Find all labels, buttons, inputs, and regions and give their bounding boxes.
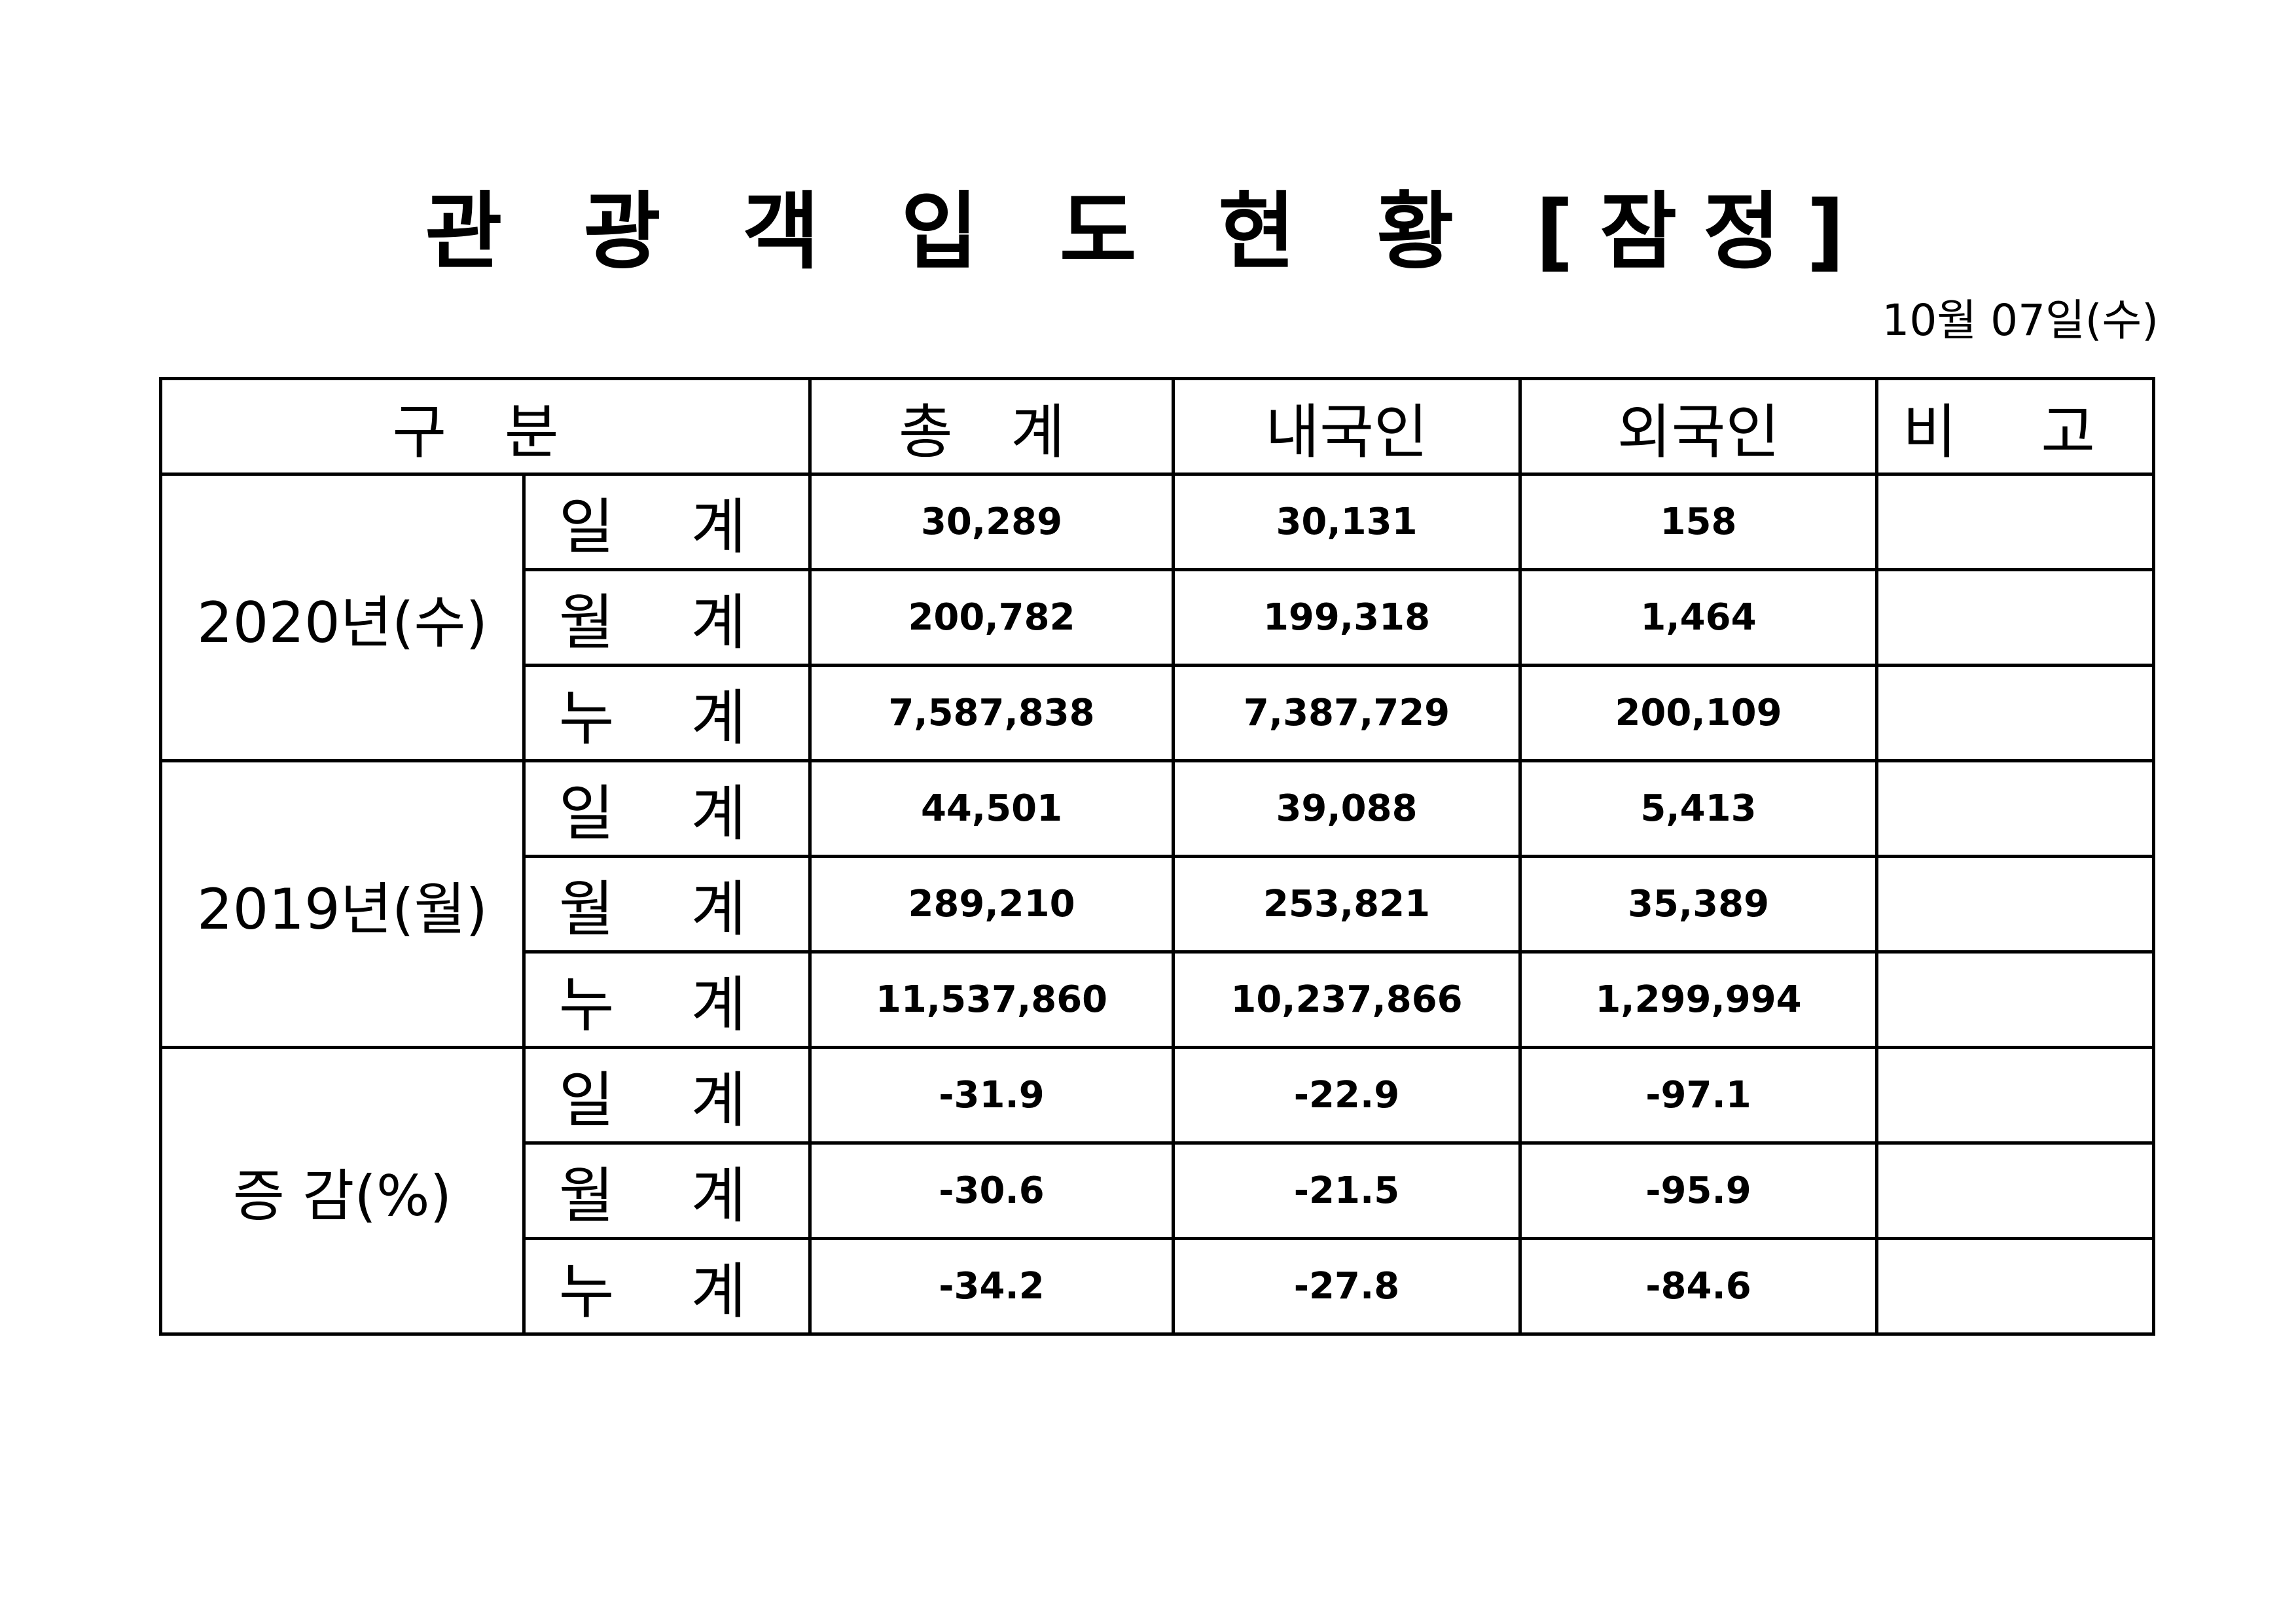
cell-remarks (1875, 1141, 2155, 1240)
period-label: 누 계 (522, 1237, 812, 1336)
cell-total: -31.9 (808, 1046, 1175, 1145)
table-row: 월 계 -30.6 -21.5 -95.9 (161, 1141, 2155, 1240)
cell-total: 44,501 (808, 759, 1175, 858)
cell-domestic: 199,318 (1172, 568, 1522, 667)
period-label: 월 계 (522, 855, 812, 954)
period-label: 일 계 (522, 473, 812, 571)
cell-foreign: -97.1 (1518, 1046, 1878, 1145)
cell-domestic: 253,821 (1172, 855, 1522, 954)
cell-remarks (1875, 950, 2155, 1049)
cell-domestic: -21.5 (1172, 1141, 1522, 1240)
cell-foreign: 5,413 (1518, 759, 1878, 858)
group-label-2020: 2020년(수) (159, 473, 526, 762)
table-row: 누 계 11,537,860 10,237,866 1,299,994 (161, 950, 2155, 1049)
cell-foreign: 200,109 (1518, 664, 1878, 762)
table-row: 누 계 -34.2 -27.8 -84.6 (161, 1237, 2155, 1336)
cell-remarks (1875, 664, 2155, 762)
table-row: 월 계 200,782 199,318 1,464 (161, 568, 2155, 667)
cell-foreign: 158 (1518, 473, 1878, 571)
visitor-statistics-table: 구 분 총 계 내국인 외국인 비 고 2020년(수) 일 계 30,289 … (159, 377, 2155, 1336)
group-label-2019: 2019년(월) (159, 759, 526, 1049)
cell-total: 7,587,838 (808, 664, 1175, 762)
cell-foreign: -95.9 (1518, 1141, 1878, 1240)
cell-foreign: 35,389 (1518, 855, 1878, 954)
header-category: 구 분 (159, 377, 812, 476)
table-row: 월 계 289,210 253,821 35,389 (161, 855, 2155, 954)
header-foreign: 외국인 (1518, 377, 1878, 476)
header-remarks: 비 고 (1875, 377, 2155, 476)
cell-total: 289,210 (808, 855, 1175, 954)
cell-foreign: 1,299,994 (1518, 950, 1878, 1049)
table-row: 누 계 7,587,838 7,387,729 200,109 (161, 664, 2155, 762)
report-date: 10월 07일(수) (1882, 295, 2159, 346)
period-label: 일 계 (522, 759, 812, 858)
cell-remarks (1875, 855, 2155, 954)
table-header-row: 구 분 총 계 내국인 외국인 비 고 (159, 377, 2155, 476)
page-title: 관 광 객 입 도 현 황 [잠정] (425, 183, 1871, 281)
cell-remarks (1875, 759, 2155, 858)
group-label-change: 증 감(%) (159, 1046, 526, 1336)
period-label: 월 계 (522, 568, 812, 667)
cell-remarks (1875, 1237, 2155, 1336)
table-row: 2020년(수) 일 계 30,289 30,131 158 (159, 473, 2155, 762)
cell-domestic: -22.9 (1172, 1046, 1522, 1145)
cell-domestic: -27.8 (1172, 1237, 1522, 1336)
cell-foreign: 1,464 (1518, 568, 1878, 667)
cell-foreign: -84.6 (1518, 1237, 1878, 1336)
period-label: 월 계 (522, 1141, 812, 1240)
table-row: 2019년(월) 일 계 44,501 39,088 5,413 (159, 759, 2155, 1049)
table-row: 증 감(%) 일 계 -31.9 -22.9 -97.1 (159, 1046, 2155, 1336)
cell-remarks (1875, 568, 2155, 667)
cell-total: -30.6 (808, 1141, 1175, 1240)
cell-total: 30,289 (808, 473, 1175, 571)
header-domestic: 내국인 (1172, 377, 1522, 476)
cell-total: 11,537,860 (808, 950, 1175, 1049)
cell-remarks (1875, 473, 2155, 571)
cell-total: 200,782 (808, 568, 1175, 667)
period-label: 누 계 (522, 664, 812, 762)
cell-domestic: 39,088 (1172, 759, 1522, 858)
cell-total: -34.2 (808, 1237, 1175, 1336)
period-label: 누 계 (522, 950, 812, 1049)
period-label: 일 계 (522, 1046, 812, 1145)
cell-domestic: 7,387,729 (1172, 664, 1522, 762)
header-total: 총 계 (808, 377, 1175, 476)
cell-remarks (1875, 1046, 2155, 1145)
cell-domestic: 30,131 (1172, 473, 1522, 571)
cell-domestic: 10,237,866 (1172, 950, 1522, 1049)
